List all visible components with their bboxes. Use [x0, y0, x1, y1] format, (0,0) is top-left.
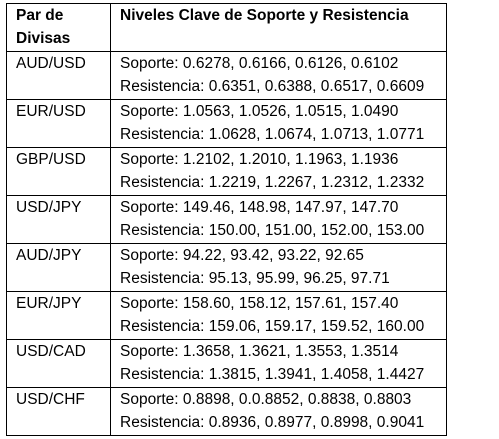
- resistance-levels: Resistencia: 150.00, 151.00, 152.00, 153…: [120, 221, 425, 239]
- support-levels: Soporte: 1.2102, 1.2010, 1.1963, 1.1936: [120, 151, 399, 168]
- support-levels: Soporte: 158.60, 158.12, 157.61, 157.40: [120, 295, 399, 312]
- resistance-levels: Resistencia: 0.6351, 0.6388, 0.6517, 0.6…: [120, 77, 425, 95]
- currency-pair-cell: EUR/USD: [6, 99, 111, 148]
- table-row: EUR/JPY Soporte: 158.60, 158.12, 157.61,…: [6, 291, 447, 340]
- levels-cell: Soporte: 0.6278, 0.6166, 0.6126, 0.6102 …: [110, 51, 447, 100]
- header-key-levels: Niveles Clave de Soporte y Resistencia: [110, 3, 447, 52]
- currency-pair-cell: AUD/USD: [6, 51, 111, 100]
- currency-pair-cell: AUD/JPY: [6, 243, 111, 292]
- support-levels: Soporte: 94.22, 93.42, 93.22, 92.65: [120, 247, 364, 264]
- table-row: GBP/USD Soporte: 1.2102, 1.2010, 1.1963,…: [6, 147, 447, 196]
- table-row: USD/CAD Soporte: 1.3658, 1.3621, 1.3553,…: [6, 339, 447, 388]
- currency-pair-cell: USD/JPY: [6, 195, 111, 244]
- resistance-levels: Resistencia: 159.06, 159.17, 159.52, 160…: [120, 317, 425, 335]
- levels-cell: Soporte: 1.0563, 1.0526, 1.0515, 1.0490 …: [110, 99, 447, 148]
- resistance-levels: Resistencia: 95.13, 95.99, 96.25, 97.71: [120, 269, 390, 287]
- currency-pair-cell: USD/CAD: [6, 339, 111, 388]
- resistance-levels: Resistencia: 0.8936, 0.8977, 0.8998, 0.9…: [120, 413, 425, 431]
- levels-cell: Soporte: 149.46, 148.98, 147.97, 147.70 …: [110, 195, 447, 244]
- support-resistance-table: Par de Divisas Niveles Clave de Soporte …: [6, 3, 447, 436]
- table-header-row: Par de Divisas Niveles Clave de Soporte …: [6, 3, 447, 52]
- resistance-levels: Resistencia: 1.3815, 1.3941, 1.4058, 1.4…: [120, 365, 425, 383]
- support-levels: Soporte: 149.46, 148.98, 147.97, 147.70: [120, 199, 399, 216]
- table-row: USD/CHF Soporte: 0.8898, 0.0.8852, 0.883…: [6, 387, 447, 436]
- support-levels: Soporte: 0.6278, 0.6166, 0.6126, 0.6102: [120, 55, 399, 72]
- levels-cell: Soporte: 1.3658, 1.3621, 1.3553, 1.3514 …: [110, 339, 447, 388]
- currency-pair-cell: GBP/USD: [6, 147, 111, 196]
- levels-cell: Soporte: 158.60, 158.12, 157.61, 157.40 …: [110, 291, 447, 340]
- resistance-levels: Resistencia: 1.0628, 1.0674, 1.0713, 1.0…: [120, 125, 425, 143]
- levels-cell: Soporte: 94.22, 93.42, 93.22, 92.65 Resi…: [110, 243, 447, 292]
- currency-pair-cell: USD/CHF: [6, 387, 111, 436]
- table-row: USD/JPY Soporte: 149.46, 148.98, 147.97,…: [6, 195, 447, 244]
- levels-cell: Soporte: 0.8898, 0.0.8852, 0.8838, 0.880…: [110, 387, 447, 436]
- table-row: AUD/USD Soporte: 0.6278, 0.6166, 0.6126,…: [6, 51, 447, 100]
- levels-table-wrapper: Par de Divisas Niveles Clave de Soporte …: [6, 3, 447, 436]
- table-row: EUR/USD Soporte: 1.0563, 1.0526, 1.0515,…: [6, 99, 447, 148]
- resistance-levels: Resistencia: 1.2219, 1.2267, 1.2312, 1.2…: [120, 173, 425, 191]
- support-levels: Soporte: 0.8898, 0.0.8852, 0.8838, 0.880…: [120, 391, 412, 408]
- table-row: AUD/JPY Soporte: 94.22, 93.42, 93.22, 92…: [6, 243, 447, 292]
- support-levels: Soporte: 1.3658, 1.3621, 1.3553, 1.3514: [120, 343, 399, 360]
- currency-pair-cell: EUR/JPY: [6, 291, 111, 340]
- levels-cell: Soporte: 1.2102, 1.2010, 1.1963, 1.1936 …: [110, 147, 447, 196]
- header-currency-pair: Par de Divisas: [6, 3, 111, 52]
- support-levels: Soporte: 1.0563, 1.0526, 1.0515, 1.0490: [120, 103, 399, 120]
